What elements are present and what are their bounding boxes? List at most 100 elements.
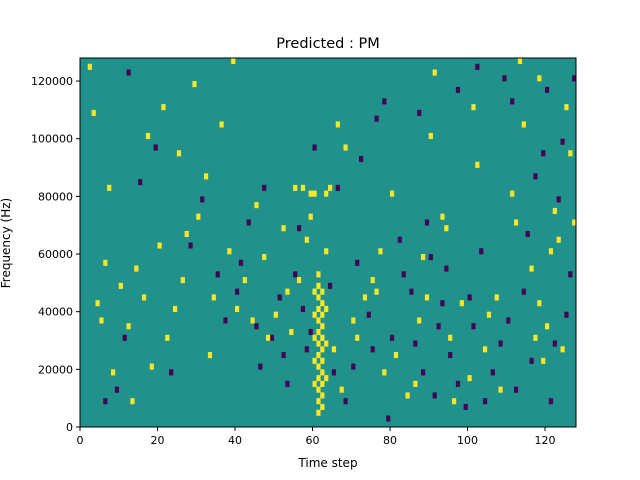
x-tick-label: 20 [151, 434, 165, 447]
heatmap-cell-high [405, 392, 410, 399]
heatmap-cell-high [529, 265, 534, 272]
heatmap-cell-low [475, 63, 480, 70]
heatmap-cell-high [475, 161, 480, 168]
heatmap-cell-high [517, 58, 523, 65]
heatmap-cell-low [413, 340, 418, 347]
heatmap-cell-high [390, 190, 395, 197]
heatmap-cell-high [173, 305, 178, 312]
heatmap-cell-low [533, 173, 538, 180]
heatmap-cell-high [176, 150, 182, 157]
heatmap-cell-high [548, 248, 554, 255]
heatmap-cell-high [320, 334, 325, 341]
heatmap-cell-low [428, 254, 433, 261]
heatmap-cell-high [118, 282, 123, 289]
heatmap-cell-high [207, 352, 213, 359]
heatmap-cell-low [455, 86, 461, 93]
heatmap-cell-high [424, 294, 430, 301]
heatmap-cell-high [483, 346, 488, 353]
heatmap-cell-low [432, 392, 437, 399]
heatmap-cell-high [324, 375, 329, 382]
heatmap-cell-low [386, 415, 391, 422]
heatmap-cell-high [316, 375, 321, 382]
heatmap-cell-low [188, 242, 193, 249]
heatmap-cell-high [91, 109, 96, 116]
heatmap-cell-high [320, 403, 325, 411]
heatmap-cell-high [111, 369, 116, 376]
heatmap-cell-low [541, 150, 546, 157]
heatmap-cell-low [281, 352, 286, 359]
heatmap-cell-high [440, 213, 445, 220]
heatmap-cell-low [417, 109, 422, 116]
heatmap-cell-high [161, 104, 166, 111]
heatmap-cell-high [320, 346, 325, 353]
heatmap-cell-low [390, 334, 395, 341]
heatmap-cell-high [324, 305, 329, 312]
y-tick-label: 60000 [38, 248, 73, 261]
heatmap-cell-high [328, 184, 333, 191]
y-tick-label: 80000 [38, 190, 73, 203]
heatmap-cell-low [215, 271, 220, 278]
heatmap-cell-high [564, 104, 569, 111]
heatmap-cell-low [262, 184, 267, 191]
heatmap-cell-high [107, 184, 112, 191]
heatmap-cell-low [529, 357, 534, 364]
heatmap-cell-low [138, 179, 143, 186]
heatmap-cell-high [417, 317, 422, 324]
heatmap-cell-high [552, 207, 557, 214]
heatmap-cell-high [316, 409, 321, 416]
heatmap-cell-high [320, 311, 325, 318]
heatmap-cell-high [308, 213, 313, 220]
x-tick-label: 100 [457, 434, 478, 447]
heatmap-cell-high [312, 380, 317, 387]
heatmap-cell-low [440, 300, 445, 307]
heatmap-cell-high [521, 121, 526, 128]
heatmap-cell-low [479, 248, 484, 255]
heatmap-cell-high [103, 259, 108, 266]
heatmap-cell-high [324, 190, 329, 197]
heatmap-cell-low [448, 352, 453, 359]
heatmap-cell-low [444, 265, 449, 272]
heatmap-cell-low [502, 75, 507, 82]
heatmap-cell-high [320, 380, 325, 387]
heatmap-cell-high [308, 190, 313, 197]
heatmap-cell-high [285, 288, 290, 295]
heatmap-cell-low [235, 288, 240, 295]
x-tick-label: 40 [228, 434, 242, 447]
heatmap-cell-low [525, 230, 530, 238]
heatmap-cell-high [316, 340, 321, 347]
heatmap-cell-high [382, 369, 387, 376]
heatmap-cell-high [316, 363, 321, 370]
heatmap-cell-high [130, 398, 135, 405]
heatmap-cell-low [463, 403, 468, 411]
heatmap-cell-high [545, 323, 550, 330]
heatmap-cell-high [320, 300, 325, 307]
heatmap-cell-high [145, 132, 151, 140]
heatmap-cell-high [556, 236, 561, 243]
heatmap-cell-high [428, 132, 433, 140]
heatmap-cell-low [471, 323, 476, 330]
heatmap-cell-high [262, 254, 267, 261]
y-tick-label: 100000 [31, 133, 73, 146]
heatmap-cell-high [316, 271, 321, 278]
heatmap-cell-high [235, 305, 240, 312]
heatmap-cell-low [308, 328, 313, 336]
heatmap-cell-high [231, 58, 236, 65]
heatmap-cell-high [316, 398, 321, 405]
heatmap-cell-high [533, 334, 538, 341]
heatmap-cell-low [297, 225, 302, 232]
heatmap-cell-low [114, 386, 120, 393]
heatmap-cell-low [506, 317, 511, 324]
heatmap-cell-low [359, 156, 364, 163]
heatmap-cell-high [254, 202, 259, 209]
heatmap-cell-high [324, 340, 329, 347]
heatmap-cell-low [246, 219, 251, 226]
heatmap-cell-high [316, 328, 321, 336]
heatmap-cell-low [455, 380, 461, 387]
plot-frame [79, 57, 577, 428]
heatmap-cell-low [510, 98, 515, 105]
heatmap-cell-high [320, 323, 325, 330]
heatmap-cell-high [99, 317, 104, 324]
heatmap-cell-low [424, 219, 430, 226]
heatmap-cell-high [134, 265, 139, 272]
heatmap-cell-low [483, 398, 488, 405]
